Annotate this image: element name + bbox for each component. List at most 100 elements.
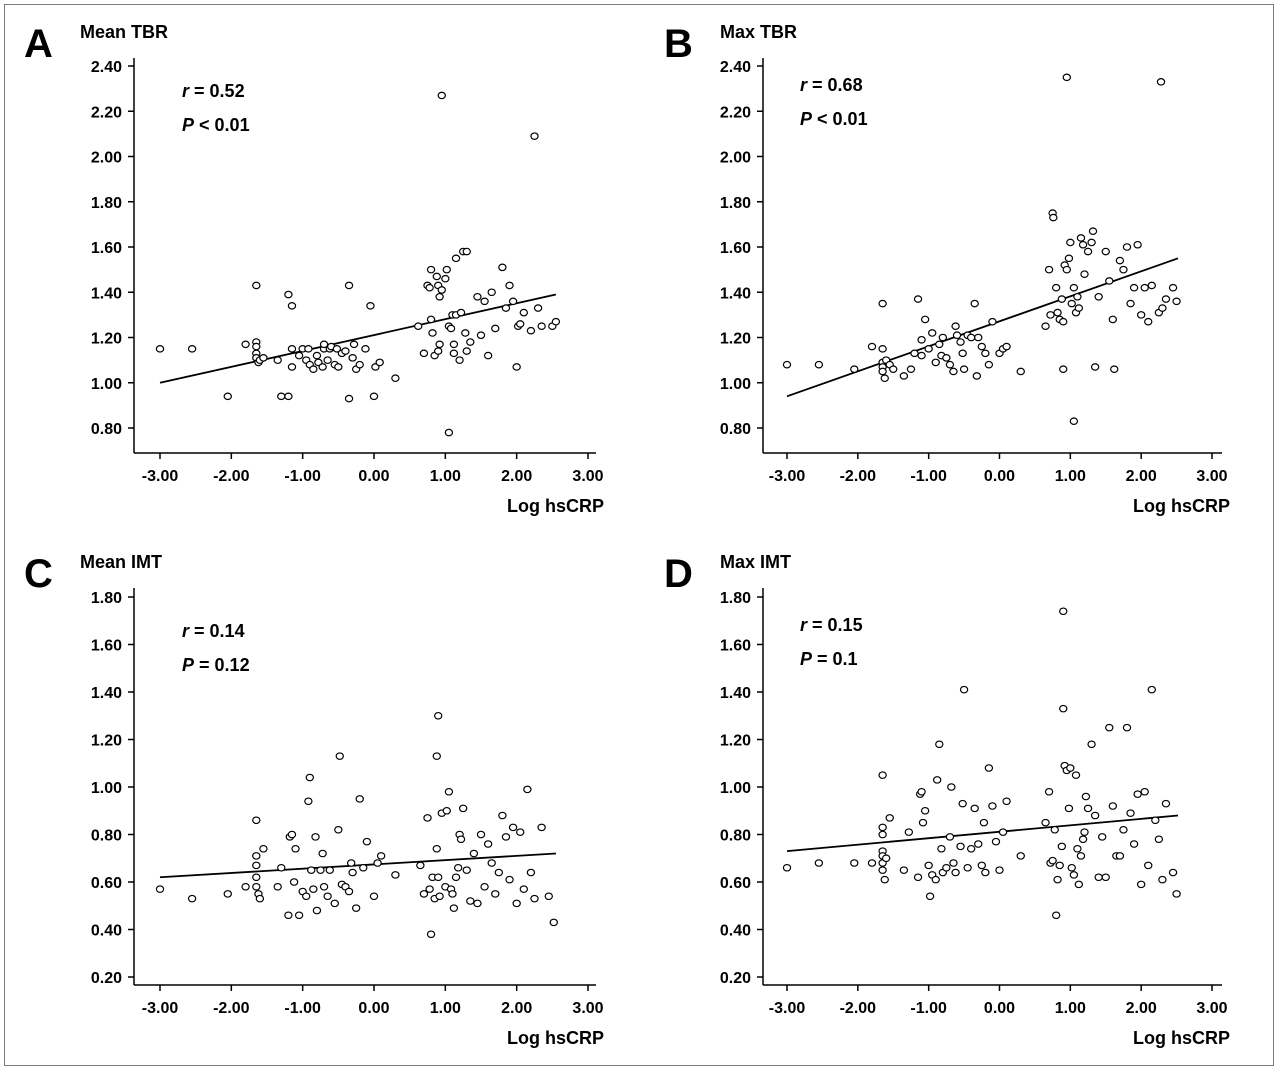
data-point xyxy=(904,828,914,836)
data-point xyxy=(988,317,997,326)
data-point xyxy=(318,363,327,371)
x-tick-label: 2.00 xyxy=(501,468,532,485)
data-point xyxy=(501,833,511,841)
data-point xyxy=(361,345,370,353)
data-point xyxy=(435,892,444,901)
x-tick-label: 3.00 xyxy=(1196,468,1227,485)
data-point xyxy=(455,356,464,364)
data-point xyxy=(1044,265,1054,274)
data-point xyxy=(304,345,313,353)
data-point xyxy=(1055,861,1064,870)
r-value: = 0.14 xyxy=(194,621,245,641)
data-point xyxy=(391,871,400,879)
data-point xyxy=(346,859,356,867)
data-point xyxy=(974,333,983,342)
data-point xyxy=(1041,322,1050,330)
data-point xyxy=(458,804,468,813)
data-point xyxy=(1126,809,1135,817)
x-axis-label: Log hsCRP xyxy=(507,496,604,516)
data-point xyxy=(414,322,423,330)
data-point xyxy=(1069,283,1079,292)
data-point xyxy=(979,818,989,827)
data-point xyxy=(483,840,493,848)
data-point xyxy=(335,752,344,760)
x-tick-label: 1.00 xyxy=(1055,1000,1086,1017)
data-point xyxy=(519,308,529,317)
y-tick-label: 0.40 xyxy=(91,923,122,940)
data-point xyxy=(1126,299,1135,308)
y-tick-label: 1.60 xyxy=(91,638,122,655)
y-tick-label: 1.60 xyxy=(91,240,122,257)
data-point xyxy=(1094,292,1103,301)
data-point xyxy=(1129,283,1139,292)
data-point xyxy=(1074,880,1084,889)
r-label: r xyxy=(800,615,808,635)
data-point xyxy=(935,340,944,349)
x-tick-label: -2.00 xyxy=(840,468,877,485)
data-point xyxy=(505,875,514,884)
data-point xyxy=(1053,308,1062,317)
data-point xyxy=(920,315,930,324)
data-point xyxy=(1122,243,1132,251)
data-point xyxy=(312,906,322,915)
y-tick-label: 2.00 xyxy=(720,150,751,167)
data-point xyxy=(1101,873,1110,882)
data-point xyxy=(1161,799,1171,808)
data-point xyxy=(252,281,261,290)
data-point xyxy=(814,360,824,369)
data-point xyxy=(1168,283,1178,292)
x-tick-label: -3.00 xyxy=(142,468,179,485)
x-axis-label: Log hsCRP xyxy=(1133,1028,1230,1048)
chart-title: Max TBR xyxy=(720,22,798,42)
data-point xyxy=(341,347,350,355)
data-point xyxy=(956,338,965,346)
y-tick-label: 1.80 xyxy=(720,590,751,607)
regression-line xyxy=(159,852,556,879)
data-point xyxy=(1062,265,1071,274)
x-tick-label: 1.00 xyxy=(1055,468,1086,485)
data-point xyxy=(924,345,933,353)
data-point xyxy=(1168,868,1178,877)
data-point xyxy=(348,354,357,362)
data-point xyxy=(312,351,322,360)
data-point xyxy=(508,297,518,306)
data-point xyxy=(1094,873,1103,882)
data-point xyxy=(1069,871,1079,879)
data-point xyxy=(1122,723,1132,732)
data-point xyxy=(782,360,792,369)
p-statistic: P < 0.01 xyxy=(800,108,868,142)
data-point xyxy=(476,830,486,839)
r-value: = 0.52 xyxy=(194,81,245,101)
y-tick-label: 0.20 xyxy=(720,970,751,987)
data-point xyxy=(1053,875,1062,884)
data-point xyxy=(970,804,979,813)
x-tick-label: 0.00 xyxy=(358,1000,389,1017)
data-point xyxy=(491,890,500,898)
data-point xyxy=(1087,238,1096,247)
data-point xyxy=(498,263,507,272)
data-point xyxy=(878,299,887,308)
data-point xyxy=(881,854,891,863)
data-point xyxy=(526,326,536,335)
regression-line xyxy=(786,814,1179,853)
data-point xyxy=(880,875,889,884)
data-point xyxy=(512,363,521,371)
data-point xyxy=(432,752,441,760)
y-tick-label: 1.80 xyxy=(91,590,122,607)
data-point xyxy=(259,354,268,362)
data-point xyxy=(956,842,965,851)
data-point xyxy=(945,833,955,841)
data-point xyxy=(998,828,1008,836)
data-point xyxy=(391,374,400,383)
y-tick-label: 1.40 xyxy=(720,685,751,702)
data-point xyxy=(187,345,197,353)
y-tick-label: 1.00 xyxy=(91,376,122,393)
y-tick-label: 0.80 xyxy=(91,421,122,438)
data-point xyxy=(344,887,354,896)
data-point xyxy=(425,885,434,893)
data-point xyxy=(1081,792,1091,801)
data-point xyxy=(850,365,859,373)
regression-line xyxy=(786,257,1179,398)
data-point xyxy=(878,771,887,779)
data-point xyxy=(426,315,436,324)
